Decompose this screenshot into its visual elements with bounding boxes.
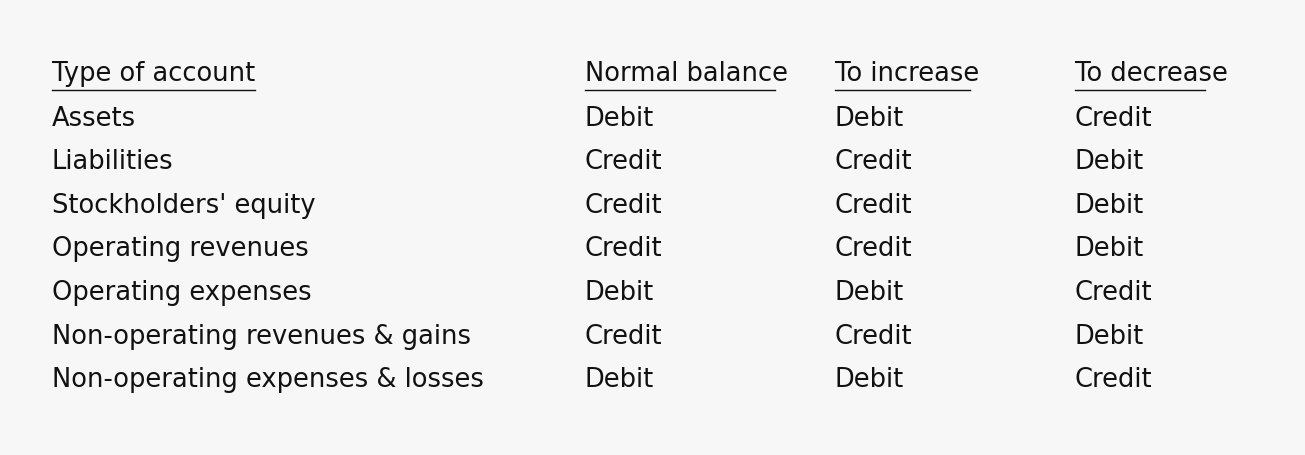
Text: Non-operating revenues & gains: Non-operating revenues & gains xyxy=(52,323,471,349)
Text: Normal balance: Normal balance xyxy=(585,61,788,87)
Text: Debit: Debit xyxy=(585,366,654,392)
Text: Credit: Credit xyxy=(1075,106,1152,131)
Text: Operating revenues: Operating revenues xyxy=(52,236,309,262)
Text: Credit: Credit xyxy=(835,323,912,349)
Text: To increase: To increase xyxy=(835,61,979,87)
Text: Stockholders' equity: Stockholders' equity xyxy=(52,192,316,218)
Text: Debit: Debit xyxy=(1075,192,1144,218)
Text: Type of account: Type of account xyxy=(52,61,256,87)
Text: Operating expenses: Operating expenses xyxy=(52,279,312,305)
Text: Credit: Credit xyxy=(1075,279,1152,305)
Text: Debit: Debit xyxy=(835,279,904,305)
Text: Debit: Debit xyxy=(835,106,904,131)
Text: Debit: Debit xyxy=(1075,236,1144,262)
Text: Non-operating expenses & losses: Non-operating expenses & losses xyxy=(52,366,484,392)
Text: Debit: Debit xyxy=(585,279,654,305)
Text: Credit: Credit xyxy=(585,192,663,218)
Text: Credit: Credit xyxy=(1075,366,1152,392)
Text: Credit: Credit xyxy=(835,149,912,175)
Text: Credit: Credit xyxy=(835,192,912,218)
Text: Credit: Credit xyxy=(835,236,912,262)
Text: Credit: Credit xyxy=(585,323,663,349)
Text: Debit: Debit xyxy=(1075,323,1144,349)
Text: Credit: Credit xyxy=(585,236,663,262)
Text: Assets: Assets xyxy=(52,106,136,131)
Text: Credit: Credit xyxy=(585,149,663,175)
Text: Debit: Debit xyxy=(585,106,654,131)
Text: Debit: Debit xyxy=(1075,149,1144,175)
Text: To decrease: To decrease xyxy=(1075,61,1228,87)
Text: Debit: Debit xyxy=(835,366,904,392)
Text: Liabilities: Liabilities xyxy=(52,149,174,175)
